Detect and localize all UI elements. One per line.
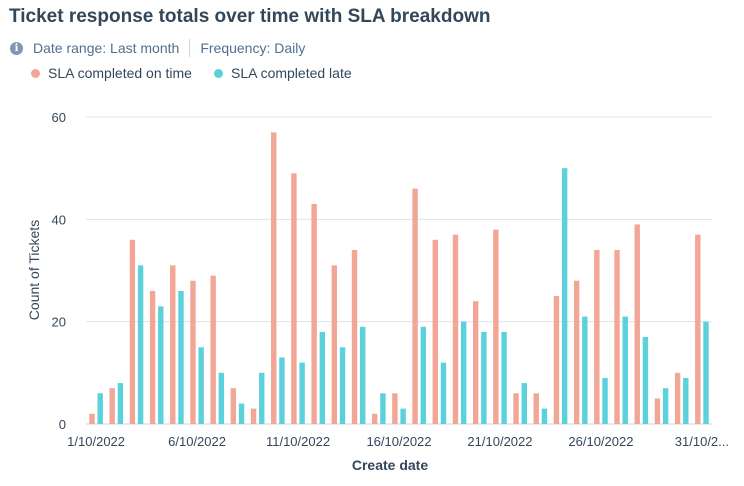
y-tick-label: 40 (52, 212, 66, 227)
bar-late[interactable] (178, 290, 184, 424)
bar-late[interactable] (703, 321, 709, 424)
bar-on-time[interactable] (311, 203, 317, 424)
bar-on-time[interactable] (109, 388, 115, 424)
y-tick-label: 20 (52, 315, 66, 330)
bar-on-time[interactable] (331, 265, 338, 424)
bar-on-time[interactable] (614, 250, 620, 424)
bar-on-time[interactable] (634, 224, 640, 424)
bar-late[interactable] (521, 383, 527, 424)
x-tick-label: 6/10/2022 (168, 434, 226, 449)
bar-late[interactable] (440, 362, 447, 424)
chart-title: Ticket response totals over time with SL… (9, 6, 491, 27)
bar-on-time[interactable] (271, 132, 277, 424)
bar-late[interactable] (460, 321, 467, 424)
legend-item-on-time[interactable]: SLA completed on time (31, 65, 192, 81)
y-tick-label: 0 (59, 417, 66, 432)
bar-late[interactable] (137, 265, 144, 424)
bar-late[interactable] (259, 372, 265, 424)
info-icon[interactable]: i (10, 41, 23, 55)
bar-late[interactable] (501, 331, 507, 424)
bar-late[interactable] (683, 377, 689, 424)
x-axis-ticks: 1/10/2022 6/10/2022 11/10/2022 16/10/2022 21… (67, 434, 729, 449)
x-tick-label: 21/10/2022 (467, 434, 532, 449)
bar-on-time[interactable] (513, 393, 519, 424)
x-tick-label: 31/10/2... (675, 434, 729, 449)
bar-late[interactable] (582, 316, 588, 424)
bar-late[interactable] (662, 388, 669, 424)
bar-on-time[interactable] (190, 280, 196, 424)
legend-label-on-time: SLA completed on time (48, 65, 192, 81)
bar-on-time[interactable] (89, 413, 95, 424)
bar-late[interactable] (561, 168, 568, 424)
report-filters: i Date range: Last month Frequency: Dail… (10, 39, 305, 57)
bar-on-time[interactable] (291, 173, 297, 424)
y-tick-label: 60 (52, 110, 66, 125)
bar-late[interactable] (360, 326, 366, 424)
bar-on-time[interactable] (493, 229, 499, 424)
bar-on-time[interactable] (695, 234, 701, 424)
bar-on-time[interactable] (351, 250, 358, 424)
y-axis-ticks: 0 20 40 60 (52, 110, 66, 432)
legend-swatch-on-time (31, 68, 40, 78)
bar-on-time[interactable] (170, 265, 176, 424)
bar-on-time[interactable] (573, 280, 580, 424)
x-axis-title: Create date (352, 457, 428, 473)
bar-late[interactable] (279, 357, 285, 424)
x-tick-label: 16/10/2022 (366, 434, 431, 449)
bar-late[interactable] (339, 347, 346, 424)
bar-on-time[interactable] (210, 275, 216, 424)
chart-legend: SLA completed on time SLA completed late (31, 64, 374, 82)
legend-label-late: SLA completed late (230, 65, 352, 81)
frequency-filter[interactable]: Frequency: Daily (200, 40, 306, 56)
x-tick-label: 11/10/2022 (266, 434, 330, 449)
bar-on-time[interactable] (432, 239, 438, 424)
bar-late[interactable] (158, 306, 164, 424)
legend-item-late[interactable]: SLA completed late (213, 65, 352, 81)
bar-on-time[interactable] (129, 239, 136, 424)
x-tick-label: 26/10/2022 (568, 434, 633, 449)
bar-on-time[interactable] (472, 301, 479, 424)
bar-late[interactable] (541, 408, 548, 424)
bar-late[interactable] (218, 372, 225, 424)
legend-swatch-late (213, 68, 223, 78)
bar-late[interactable] (602, 377, 608, 424)
bar-on-time[interactable] (594, 250, 600, 424)
bar-late[interactable] (642, 337, 649, 424)
bar-late[interactable] (481, 331, 487, 424)
bar-on-time[interactable] (412, 188, 418, 424)
bar-on-time[interactable] (230, 388, 237, 424)
y-axis-title: Count of Tickets (26, 220, 42, 320)
bar-late[interactable] (198, 347, 204, 424)
bar-on-time[interactable] (452, 234, 459, 424)
bar-late[interactable] (97, 393, 103, 424)
bar-on-time[interactable] (250, 408, 257, 424)
bar-on-time[interactable] (553, 296, 560, 424)
bar-on-time[interactable] (372, 413, 378, 424)
bar-on-time[interactable] (674, 372, 681, 424)
date-range-filter[interactable]: Date range: Last month (33, 40, 180, 56)
bar-late[interactable] (117, 383, 124, 424)
bar-on-time[interactable] (533, 393, 539, 424)
filter-divider (189, 39, 191, 57)
bars (89, 132, 709, 424)
bar-late[interactable] (299, 362, 305, 424)
bar-on-time[interactable] (654, 398, 661, 424)
bar-late[interactable] (238, 403, 245, 424)
bar-on-time[interactable] (149, 290, 156, 424)
bar-late[interactable] (622, 316, 628, 424)
bar-late[interactable] (400, 408, 406, 424)
bar-late[interactable] (319, 331, 326, 424)
bar-on-time[interactable] (392, 393, 398, 424)
bar-late[interactable] (420, 326, 426, 424)
bar-late[interactable] (380, 393, 386, 424)
x-tick-label: 1/10/2022 (67, 434, 125, 449)
